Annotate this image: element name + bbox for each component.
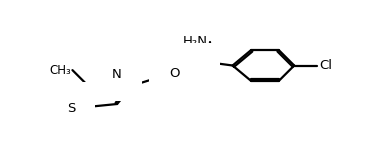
Text: CH₃: CH₃ xyxy=(49,64,71,77)
Text: N: N xyxy=(187,67,197,80)
Text: Cl: Cl xyxy=(319,59,332,72)
Text: H₂N: H₂N xyxy=(183,35,208,48)
Text: S: S xyxy=(67,102,75,115)
Text: N: N xyxy=(112,68,122,81)
Text: O: O xyxy=(169,67,179,80)
